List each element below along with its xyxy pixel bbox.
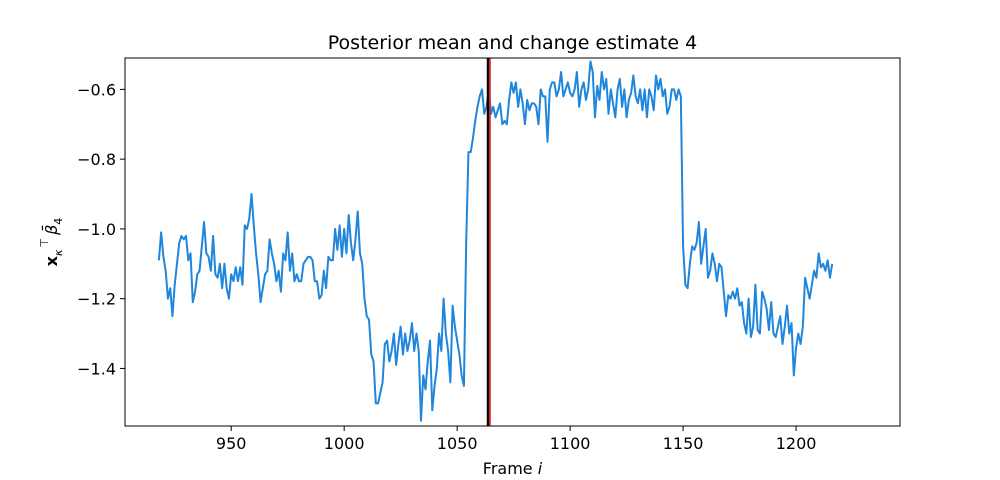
- x-tick-label: 1200: [776, 434, 817, 453]
- x-axis-label: Frame i: [483, 459, 543, 478]
- x-tick-label: 1000: [324, 434, 365, 453]
- x-tick-label: 950: [216, 434, 247, 453]
- plot-frame: [124, 57, 901, 427]
- y-tick-label: −1.2: [77, 290, 116, 309]
- x-tick-label: 1100: [550, 434, 591, 453]
- chart-title: Posterior mean and change estimate 4: [328, 32, 697, 54]
- plot-area: [157, 58, 834, 426]
- y-tick-label: −0.8: [77, 150, 116, 169]
- series-line-0: [157, 60, 834, 422]
- x-tick-label: 1050: [437, 434, 478, 453]
- y-tick-label: −0.6: [77, 80, 116, 99]
- y-axis: −0.6 −0.8 −1.0 −1.2 −1.4: [77, 80, 125, 378]
- y-tick-label: −1.4: [77, 359, 116, 378]
- x-axis: 950 1000 1050 1100 1150 1200: [216, 426, 817, 453]
- y-tick-label: −1.0: [77, 220, 116, 239]
- svg-text:xκ⊤β̄4: xκ⊤β̄4: [38, 218, 65, 267]
- x-tick-label: 1150: [663, 434, 704, 453]
- y-axis-label: xκ⊤β̄4: [38, 218, 65, 267]
